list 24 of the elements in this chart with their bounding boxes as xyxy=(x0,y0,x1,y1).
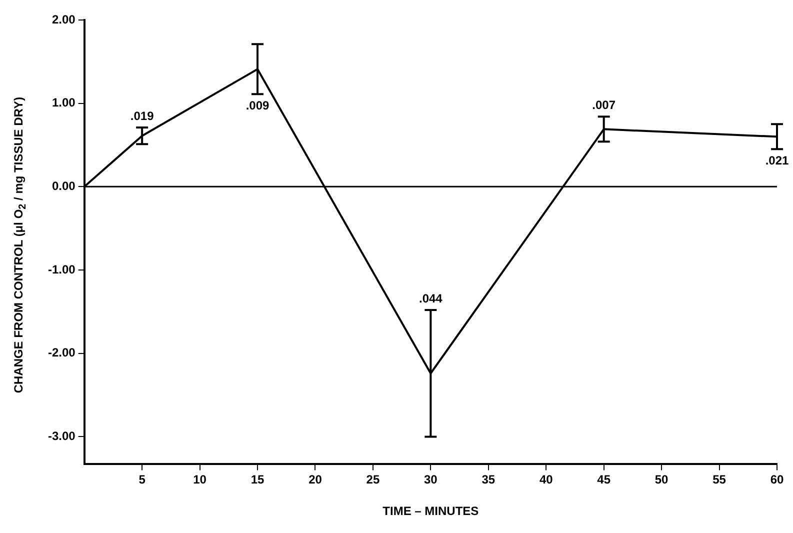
x-tick-label: 60 xyxy=(770,472,784,487)
x-tick-label: 30 xyxy=(424,472,438,487)
y-tick-label: 1.00 xyxy=(52,96,76,110)
annotation: .019 xyxy=(130,108,154,123)
y-tick-label: -2.00 xyxy=(48,346,76,360)
x-tick-label: 15 xyxy=(250,472,265,487)
y-tick-label: -3.00 xyxy=(48,429,76,444)
y-tick-label: 2.00 xyxy=(52,12,76,26)
x-tick-label: 55 xyxy=(712,472,726,487)
x-axis-title: TIME – MINUTES xyxy=(382,504,479,518)
annotation: .021 xyxy=(765,153,789,168)
x-tick-label: 45 xyxy=(597,472,611,487)
annotation: .009 xyxy=(246,98,270,112)
x-tick-label: 35 xyxy=(482,472,496,487)
x-tick-label: 25 xyxy=(366,472,380,487)
x-tick-label: 5 xyxy=(138,472,146,487)
x-tick-label: 40 xyxy=(539,472,554,487)
x-tick-label: 20 xyxy=(308,472,322,487)
annotation: .007 xyxy=(592,98,616,112)
y-tick-label: 0.00 xyxy=(52,178,76,193)
x-tick-label: 50 xyxy=(654,472,669,487)
annotation: .044 xyxy=(418,291,443,306)
x-tick-label: 10 xyxy=(193,472,207,487)
y-tick-label: -1.00 xyxy=(48,262,76,276)
